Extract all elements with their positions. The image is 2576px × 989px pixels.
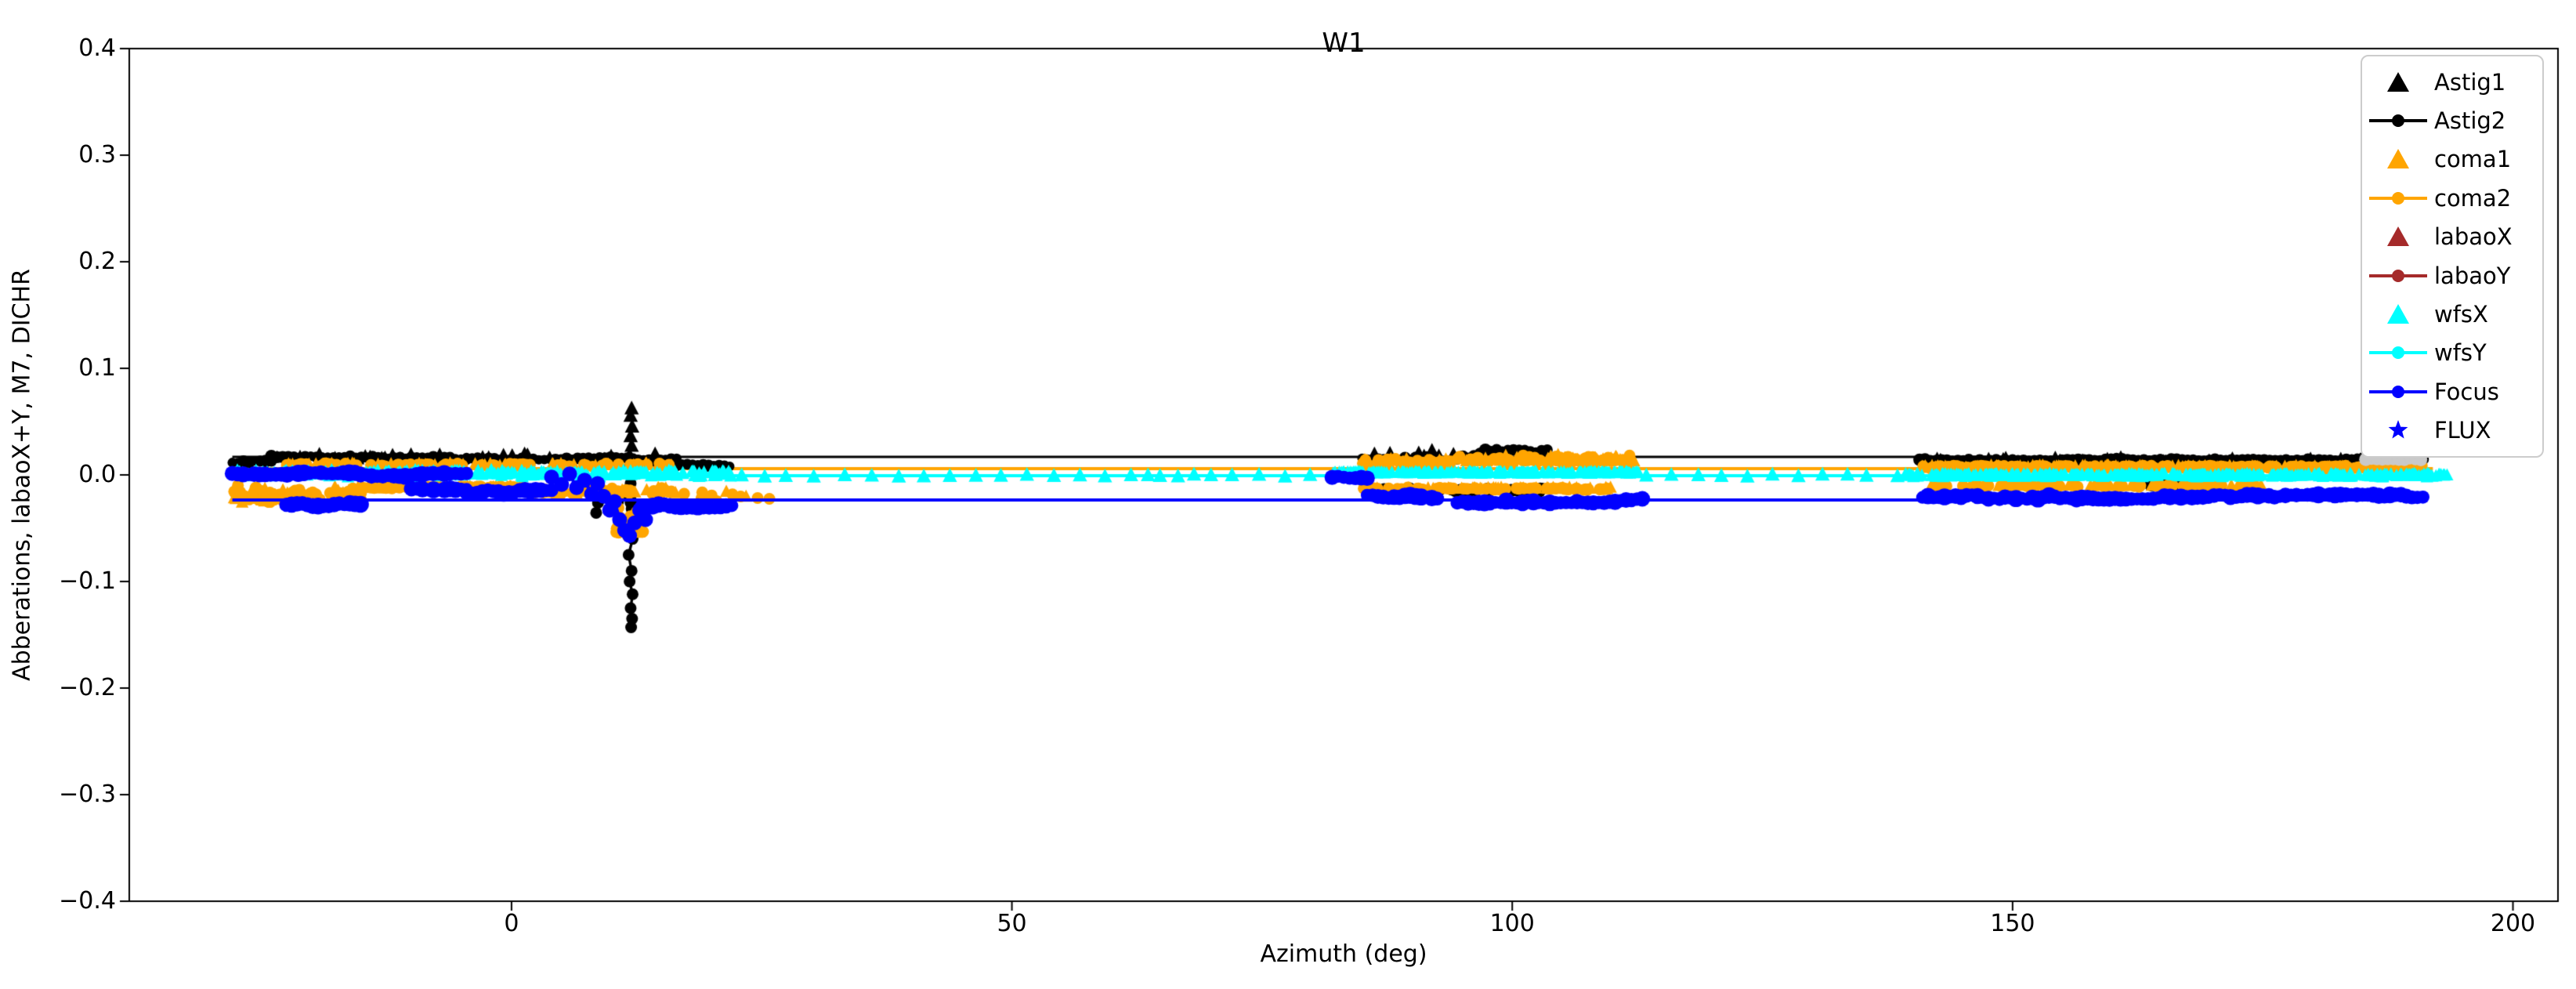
y-tick-label-4: 0.0 (78, 461, 116, 488)
x-axis-label: Azimuth (deg) (1260, 940, 1427, 968)
coma1-triangle-icon (2362, 143, 2434, 175)
y-tick-label-2: 0.2 (78, 248, 116, 275)
legend: Astig1 Astig2 coma1 coma2 labaoX labaoY wfsX wf… (2361, 55, 2544, 458)
Astig1-triangle-icon (2362, 67, 2434, 98)
legend-label: Astig2 (2434, 107, 2506, 135)
legend-label: Astig1 (2434, 68, 2506, 96)
legend-item-FLUX: FLUX (2362, 411, 2542, 450)
legend-item-coma1: coma1 (2362, 140, 2542, 179)
y-tick-label-5: −0.1 (59, 567, 116, 595)
legend-item-Astig1: Astig1 (2362, 63, 2542, 101)
legend-label: FLUX (2434, 417, 2491, 444)
chart-title: W1 (1322, 27, 1366, 59)
coma2-line-dot-icon (2362, 183, 2434, 214)
legend-label: labaoY (2434, 262, 2511, 289)
labaoX-triangle-icon (2362, 221, 2434, 252)
legend-label: labaoX (2434, 223, 2513, 251)
legend-label: wfsY (2434, 339, 2487, 367)
wfsX-triangle-icon (2362, 299, 2434, 330)
Focus-line-dot-icon (2362, 376, 2434, 408)
x-tick-label-3: 150 (1990, 910, 2035, 937)
wfsY-line-dot-icon (2362, 337, 2434, 368)
x-tick-label-2: 100 (1489, 910, 1535, 937)
y-tick-label-6: −0.2 (59, 674, 116, 701)
legend-label: wfsX (2434, 301, 2488, 328)
legend-item-coma2: coma2 (2362, 179, 2542, 217)
legend-item-labaoY: labaoY (2362, 256, 2542, 295)
legend-item-labaoX: labaoX (2362, 218, 2542, 256)
labaoY-line-dot-icon (2362, 260, 2434, 292)
y-tick-label-7: −0.3 (59, 781, 116, 808)
y-tick-label-1: 0.3 (78, 141, 116, 168)
x-tick-label-1: 50 (997, 910, 1027, 937)
Astig2-line-dot-icon (2362, 105, 2434, 136)
legend-label: coma2 (2434, 184, 2512, 212)
y-tick-label-8: −0.4 (59, 887, 116, 915)
FLUX-star-icon (2362, 415, 2434, 446)
x-tick-label-4: 200 (2490, 910, 2536, 937)
legend-item-wfsX: wfsX (2362, 295, 2542, 334)
y-tick-label-3: 0.1 (78, 354, 116, 382)
x-tick-label-0: 0 (504, 910, 519, 937)
legend-item-Astig2: Astig2 (2362, 102, 2542, 140)
legend-item-wfsY: wfsY (2362, 334, 2542, 372)
legend-label: coma1 (2434, 146, 2512, 173)
legend-item-Focus: Focus (2362, 372, 2542, 411)
y-tick-label-0: 0.4 (78, 34, 116, 62)
legend-label: Focus (2434, 378, 2499, 405)
